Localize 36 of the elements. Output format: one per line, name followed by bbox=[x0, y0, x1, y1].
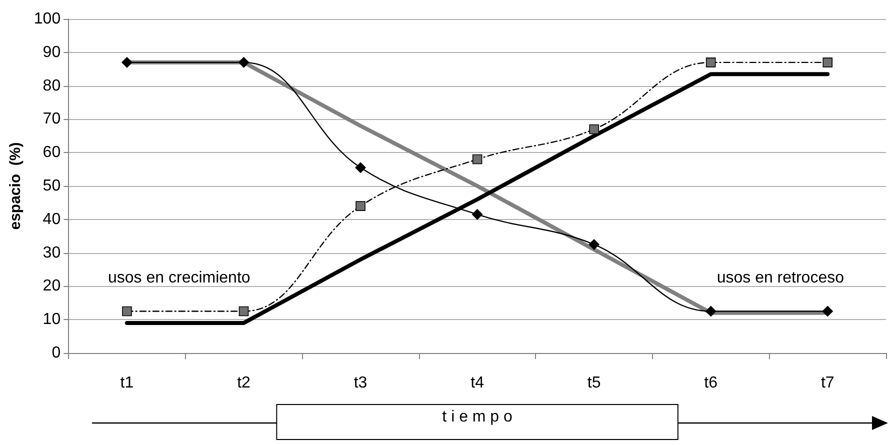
point bbox=[122, 306, 132, 316]
y-tick-label: 20 bbox=[42, 278, 61, 295]
point bbox=[589, 124, 599, 134]
point bbox=[705, 306, 716, 317]
point bbox=[238, 56, 250, 68]
point bbox=[238, 306, 249, 316]
point bbox=[355, 162, 366, 174]
x-tick-label: t7 bbox=[820, 374, 834, 392]
point bbox=[472, 208, 483, 220]
point bbox=[822, 306, 834, 317]
x-tick-label: t6 bbox=[704, 374, 718, 392]
annotation: usos en crecimiento bbox=[108, 270, 250, 286]
x-tick-label: t2 bbox=[237, 374, 251, 392]
point bbox=[356, 201, 366, 211]
y-tick-label: 90 bbox=[42, 44, 61, 61]
y-tick-label: 100 bbox=[34, 10, 61, 28]
point bbox=[822, 58, 833, 68]
point bbox=[588, 238, 600, 250]
x-tick-label: t3 bbox=[354, 374, 368, 392]
y-tick-label: 80 bbox=[42, 77, 61, 94]
y-tick-label: 40 bbox=[42, 210, 61, 228]
y-tick-label: 50 bbox=[42, 178, 61, 194]
annotation: usos en retroceso bbox=[716, 270, 844, 286]
x-tick-label: t5 bbox=[587, 374, 601, 392]
y-tick-label: 70 bbox=[42, 110, 61, 128]
point bbox=[472, 154, 482, 164]
x-tick-label: t4 bbox=[470, 374, 484, 392]
x-axis-title: t i e m p o bbox=[442, 408, 513, 426]
point bbox=[706, 58, 716, 68]
x-tick-label: t1 bbox=[120, 374, 134, 392]
y-axis-title: espacio (%) bbox=[7, 142, 24, 230]
y-tick-label: 60 bbox=[42, 144, 61, 162]
point bbox=[121, 56, 132, 68]
y-tick-label: 0 bbox=[52, 344, 61, 362]
y-tick-label: 10 bbox=[42, 311, 61, 328]
y-tick-label: 30 bbox=[42, 244, 61, 262]
